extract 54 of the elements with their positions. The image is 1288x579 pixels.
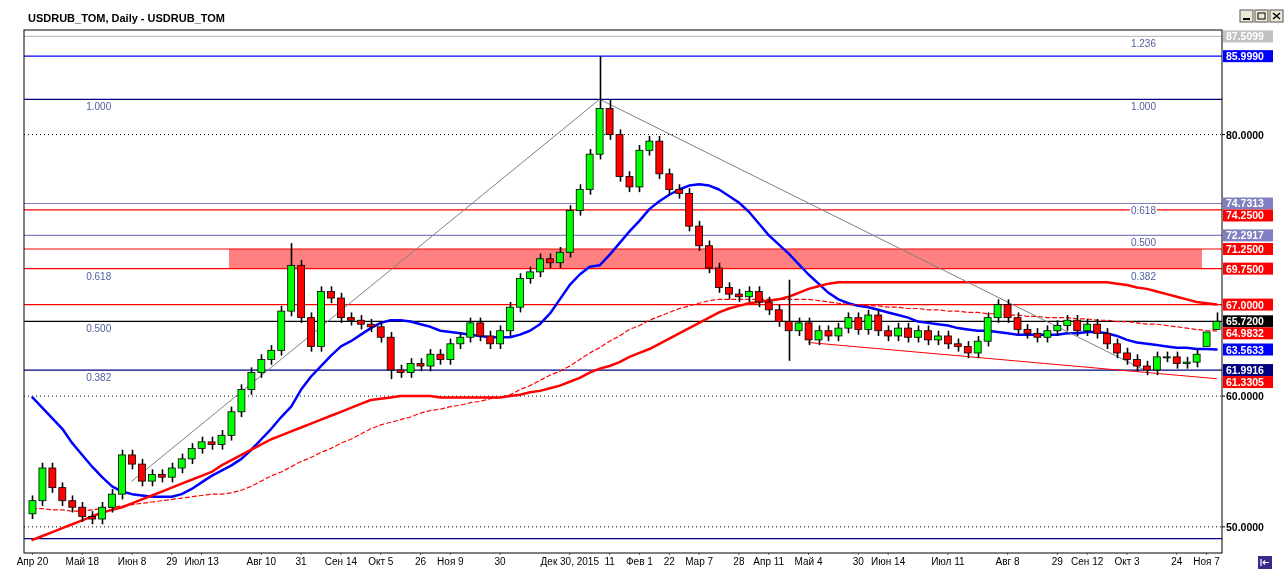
x-tick-label: 29 (1051, 556, 1064, 567)
ref-line-label: 61.9916 (1226, 364, 1265, 377)
x-tick-label: Дек 30, 2015 (540, 556, 600, 567)
x-tick-label: Фев 1 (626, 556, 654, 567)
x-tick-label: 26 (414, 556, 427, 567)
x-tick-label: Сен 14 (324, 556, 358, 567)
annotation: 1.000 (1130, 101, 1157, 113)
x-tick-label: Июл 13 (184, 556, 220, 567)
y-tick-label: 80.0000 (1226, 128, 1265, 141)
x-tick-label: Окт 3 (1114, 556, 1141, 567)
x-tick-label: Июн 14 (871, 556, 906, 567)
x-tick-label: 28 (733, 556, 745, 567)
x-tick-label: Мар 7 (685, 556, 714, 567)
x-tick-label: 30 (494, 556, 507, 567)
x-tick-label: 31 (295, 556, 308, 567)
x-tick-label: 29 (166, 556, 178, 567)
x-tick-label: Окт 5 (368, 556, 394, 567)
annotation: 0.618 (86, 270, 112, 282)
ref-line-label: 87.5099 (1226, 30, 1265, 43)
x-tick-label: 30 (852, 556, 865, 567)
x-tick-label: Апр 11 (753, 556, 785, 567)
ref-line-label: 72.2917 (1226, 229, 1265, 242)
y-tick-label: 50.0000 (1226, 520, 1265, 533)
x-tick-label: Июл 11 (931, 556, 966, 567)
x-tick-label: 22 (663, 556, 676, 567)
data-label: 64.9832 (1226, 327, 1265, 340)
ref-line-label: 85.9990 (1226, 50, 1265, 63)
annotation: 1.000 (86, 101, 112, 113)
chart-title: USDRUB_TOM, Daily - USDRUB_TOM (28, 12, 226, 24)
annotation: 0.382 (86, 372, 112, 384)
ref-line-label: 71.2500 (1226, 243, 1265, 256)
x-tick-label: Ноя 7 (1193, 556, 1221, 567)
ref-line-label: 74.2500 (1226, 209, 1265, 222)
data-label: 61.3305 (1226, 376, 1265, 389)
x-tick-label: Ноя 9 (437, 556, 465, 567)
x-tick-label: 11 (604, 556, 616, 567)
ref-line-label: 67.0000 (1226, 298, 1265, 311)
x-tick-label: Апр 20 (16, 556, 49, 567)
annotation: 1.236 (1130, 38, 1157, 50)
x-tick-label: Авг 8 (995, 556, 1020, 567)
ref-line-label: 74.7313 (1226, 197, 1265, 210)
x-tick-label: 24 (1171, 556, 1183, 567)
data-label: 63.5633 (1226, 343, 1265, 356)
y-tick-label: 60.0000 (1226, 390, 1265, 403)
ref-line-label: 69.7500 (1226, 262, 1265, 275)
annotation: 0.500 (1130, 237, 1157, 249)
x-tick-label: Авг 10 (246, 556, 277, 567)
ref-line-label: 65.7200 (1226, 315, 1265, 328)
annotation: 0.500 (86, 323, 112, 335)
x-tick-label: Июн 8 (117, 556, 147, 567)
x-tick-label: Май 18 (65, 556, 100, 567)
annotation: 0.382 (1130, 270, 1157, 282)
x-tick-label: Сен 12 (1071, 556, 1104, 567)
x-tick-label: Май 4 (794, 556, 823, 567)
